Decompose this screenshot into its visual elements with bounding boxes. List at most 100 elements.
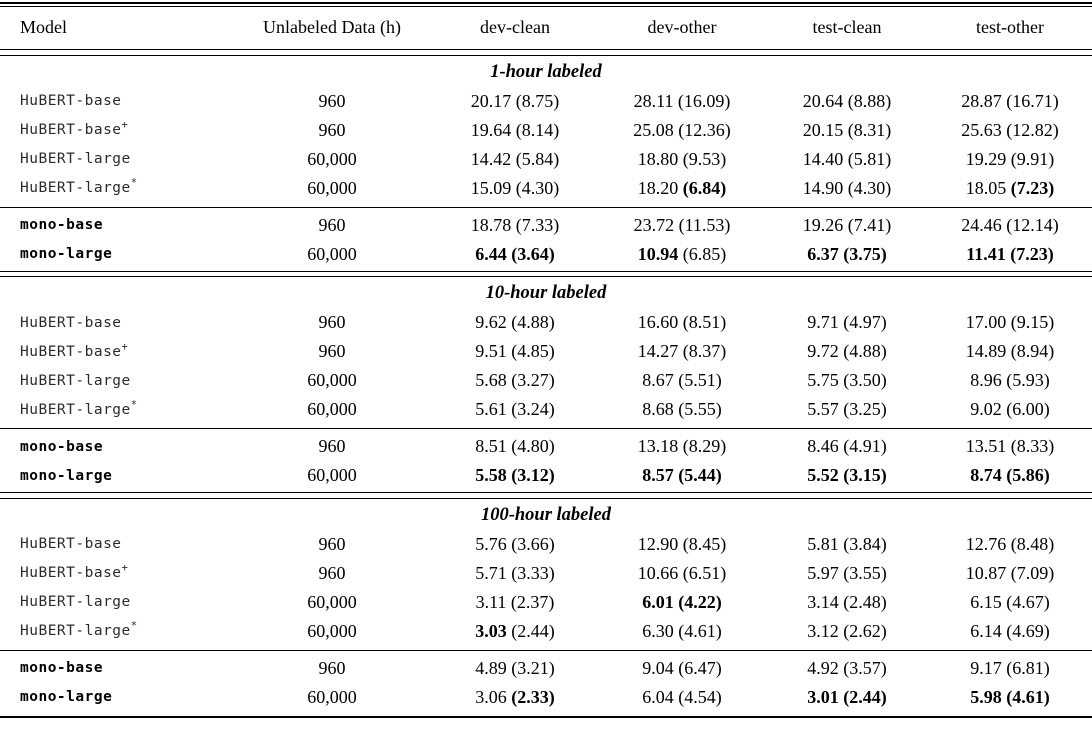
- wer-main-value: 4.89: [475, 657, 507, 678]
- wer-main-value: 25.63: [961, 119, 1002, 140]
- wer-main-value: 10.66: [637, 562, 679, 583]
- wer-cell: 17.00 (9.15): [928, 312, 1092, 333]
- wer-main-value: 8.51: [475, 436, 507, 456]
- unlabeled-hours: 60,000: [307, 465, 357, 485]
- table-body: 1-hour labeled HuBERT-base 960 20.17 (8.75)…: [0, 58, 1092, 712]
- wer-cell: 3.06 (2.33): [432, 687, 598, 708]
- wer-cell: 8.96 (5.93): [928, 370, 1092, 391]
- section-title: 100-hour labeled: [480, 504, 611, 525]
- wer-main-value: 8.46: [807, 436, 839, 456]
- model-name: HuBERT-base: [0, 315, 232, 331]
- wer-paren-value: (8.75): [515, 90, 560, 111]
- model-name-text: HuBERT-large: [20, 372, 131, 389]
- wer-paren-value: (2.37): [510, 591, 555, 612]
- wer-cell: 5.98 (4.61): [928, 687, 1092, 708]
- model-name: mono-large: [0, 689, 232, 705]
- unlabeled-hours: 960: [318, 214, 346, 235]
- column-header-model: Model: [20, 16, 67, 37]
- wer-paren-value: (4.30): [515, 177, 560, 198]
- table-row: HuBERT-base 960 5.76 (3.66) 12.90 (8.45) 5.8…: [0, 530, 1092, 559]
- wer-cell: 25.63 (12.82): [928, 120, 1092, 141]
- wer-cell: 5.81 (3.84): [766, 534, 928, 555]
- wer-main-value: 6.14: [970, 620, 1002, 641]
- wer-cell: 14.90 (4.30): [766, 178, 928, 199]
- wer-main-value: 3.01: [807, 686, 839, 707]
- wer-paren-value: (4.85): [511, 341, 555, 361]
- wer-main-value: 6.44: [475, 243, 507, 264]
- wer-paren-value: (3.50): [843, 370, 887, 390]
- column-header-test-clean: test-clean: [812, 16, 882, 37]
- wer-cell: 5.76 (3.66): [432, 534, 598, 555]
- wer-paren-value: (4.88): [511, 312, 555, 332]
- wer-paren-value: (4.80): [511, 436, 555, 456]
- wer-paren-value: (6.84): [682, 177, 727, 198]
- wer-main-value: 28.11: [633, 90, 674, 111]
- wer-paren-value: (9.15): [1010, 312, 1055, 332]
- unlabeled-hours: 60,000: [307, 591, 357, 612]
- section-title: 1-hour labeled: [490, 61, 602, 82]
- wer-paren-value: (3.55): [843, 562, 887, 583]
- wer-paren-value: (4.54): [678, 686, 722, 707]
- model-name: HuBERT-large*: [0, 399, 232, 418]
- wer-paren-value: (7.41): [847, 214, 892, 235]
- wer-main-value: 25.08: [633, 119, 674, 140]
- wer-cell: 5.61 (3.24): [432, 399, 598, 420]
- wer-paren-value: (4.67): [1006, 591, 1050, 612]
- wer-main-value: 5.81: [807, 533, 839, 554]
- wer-paren-value: (2.33): [511, 686, 555, 707]
- wer-main-value: 19.26: [802, 214, 844, 235]
- model-name: HuBERT-base+: [0, 120, 232, 138]
- wer-cell: 5.71 (3.33): [432, 563, 598, 584]
- wer-paren-value: (16.09): [677, 90, 731, 111]
- group-separator-rule: [0, 428, 1092, 429]
- header-bottom-rule: [0, 49, 1092, 56]
- column-header-dev-clean: dev-clean: [480, 16, 550, 37]
- wer-cell: 4.92 (3.57): [766, 658, 928, 679]
- unlabeled-hours: 960: [318, 312, 346, 332]
- wer-cell: 12.76 (8.48): [928, 534, 1092, 555]
- wer-cell: 14.42 (5.84): [432, 149, 598, 170]
- wer-main-value: 5.75: [807, 370, 839, 390]
- table-top-rule: [0, 2, 1092, 7]
- wer-paren-value: (12.36): [678, 119, 731, 140]
- model-name-text: HuBERT-base: [20, 343, 122, 360]
- wer-cell: 6.15 (4.67): [928, 592, 1092, 613]
- wer-cell: 5.57 (3.25): [766, 399, 928, 420]
- wer-main-value: 16.60: [637, 312, 679, 332]
- model-name: mono-large: [0, 468, 232, 484]
- wer-main-value: 14.42: [470, 148, 512, 169]
- wer-main-value: 8.96: [970, 370, 1002, 390]
- wer-paren-value: (9.53): [682, 148, 727, 169]
- wer-paren-value: (3.21): [511, 657, 555, 678]
- section-separator-rule: [0, 492, 1092, 499]
- wer-paren-value: (6.81): [1006, 657, 1050, 678]
- model-name-text: HuBERT-large: [20, 180, 131, 196]
- wer-paren-value: (2.44): [511, 620, 555, 641]
- group-separator-rule: [0, 649, 1092, 651]
- model-name-text: mono-large: [20, 689, 113, 705]
- wer-cell: 3.11 (2.37): [432, 592, 598, 613]
- wer-main-value: 14.27: [637, 341, 679, 361]
- wer-cell: 9.51 (4.85): [432, 341, 598, 362]
- wer-main-value: 24.46: [961, 214, 1002, 235]
- wer-paren-value: (7.23): [1010, 177, 1055, 198]
- model-name-text: HuBERT-large: [20, 401, 131, 418]
- wer-main-value: 20.15: [802, 119, 844, 140]
- wer-main-value: 18.20: [637, 177, 679, 198]
- wer-cell: 18.05 (7.23): [928, 178, 1092, 199]
- wer-cell: 18.20 (6.84): [598, 178, 766, 199]
- unlabeled-hours: 60,000: [307, 370, 357, 390]
- column-header-test-other: test-other: [976, 16, 1044, 37]
- wer-cell: 9.62 (4.88): [432, 312, 598, 333]
- wer-main-value: 20.64: [802, 90, 844, 111]
- table-row: mono-base 960 18.78 (7.33) 23.72 (11.53) 19.…: [0, 211, 1092, 240]
- wer-main-value: 13.51: [965, 436, 1007, 456]
- wer-paren-value: (3.12): [511, 465, 555, 485]
- wer-cell: 3.14 (2.48): [766, 592, 928, 613]
- model-name: HuBERT-large*: [0, 178, 232, 196]
- wer-cell: 6.37 (3.75): [766, 244, 928, 265]
- table-row: HuBERT-base+ 960 19.64 (8.14) 25.08 (12.36)…: [0, 116, 1092, 145]
- wer-main-value: 9.71: [807, 312, 839, 332]
- wer-cell: 5.58 (3.12): [432, 465, 598, 486]
- wer-paren-value: (8.33): [1010, 436, 1055, 456]
